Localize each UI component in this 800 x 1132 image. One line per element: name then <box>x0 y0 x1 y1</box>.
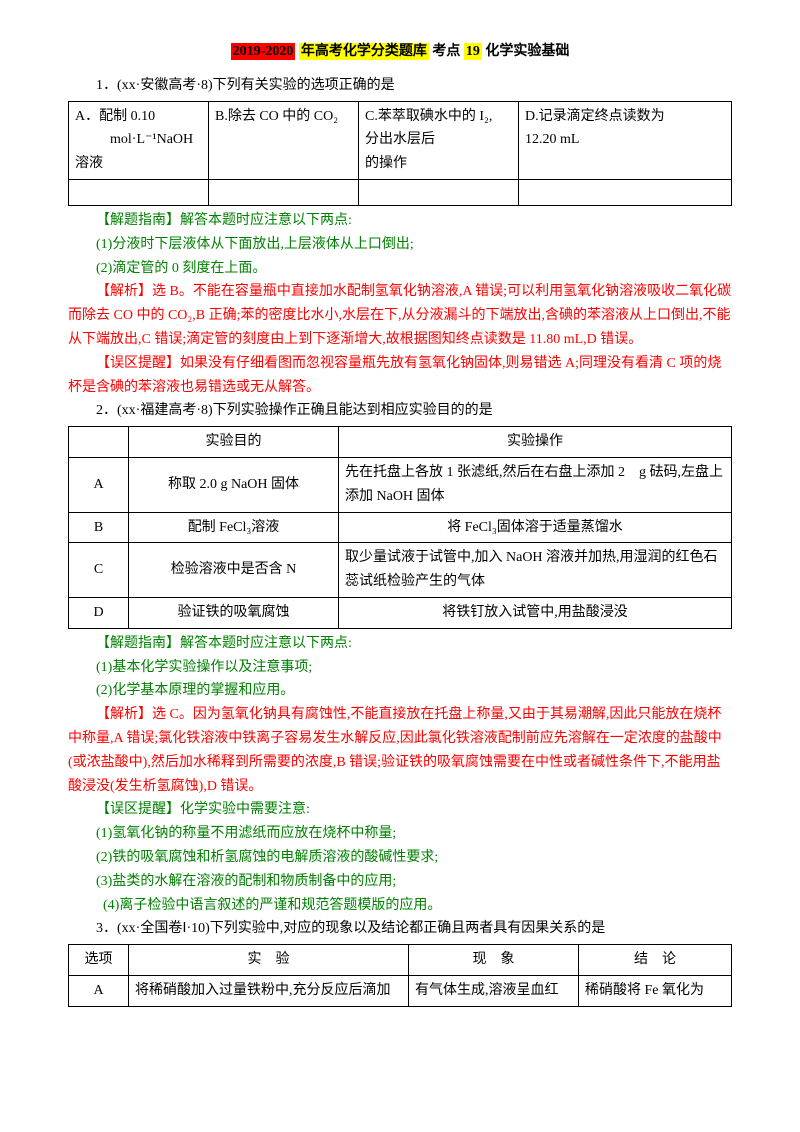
q3-th-phen: 现 象 <box>409 945 579 976</box>
q1-d-line1: D.记录滴定终点读数为 <box>525 105 725 129</box>
q3-rowA-label: A <box>69 975 129 1006</box>
q1-guide1: (1)分液时下层液体从下面放出,上层液体从上口倒出; <box>68 233 732 257</box>
q1-img-b <box>209 179 359 205</box>
q1-d-line2: 12.20 mL <box>525 128 725 152</box>
q3-th-conc: 结 论 <box>579 945 732 976</box>
page-title: 2019-2020 年高考化学分类题库 考点 19 化学实验基础 <box>68 40 732 64</box>
q1-guide2: (2)滴定管的 0 刻度在上面。 <box>68 257 732 281</box>
q1-img-a <box>69 179 209 205</box>
q2-rowB-label: B <box>69 512 129 543</box>
q2-wrong1: (1)氢氧化钠的称量不用滤纸而应放在烧杯中称量; <box>68 822 732 846</box>
q1-analysis: 【解析】选 B。不能在容量瓶中直接加水配制氢氧化钠溶液,A 错误;可以利用氢氧化… <box>68 280 732 351</box>
q1-a-line3: 溶液 <box>75 152 202 176</box>
q3-table: 选项 实 验 现 象 结 论 A 将稀硝酸加入过量铁粉中,充分反应后滴加 有气体… <box>68 944 732 1007</box>
q1-img-c <box>359 179 519 205</box>
q1-table: A．配制 0.10 mol·L⁻¹NaOH 溶液 B.除去 CO 中的 CO₂ … <box>68 101 732 206</box>
q2-rowA-op: 先在托盘上各放 1 张滤纸,然后在右盘上添加 2 g 砝码,左盘上添加 NaOH… <box>339 457 732 512</box>
title-seg1: 2019-2020 <box>231 43 296 60</box>
q1-wrong: 【误区提醒】如果没有仔细看图而忽视容量瓶先放有氢氧化钠固体,则易错选 A;同理没… <box>68 352 732 400</box>
q2-rowA-purpose: 称取 2.0 g NaOH 固体 <box>129 457 339 512</box>
q2-analysis: 【解析】选 C。因为氢氧化钠具有腐蚀性,不能直接放在托盘上称量,又由于其易潮解,… <box>68 703 732 798</box>
title-seg5: 化学实验基础 <box>485 44 569 59</box>
q1-opt-d: D.记录滴定终点读数为 12.20 mL <box>519 101 732 179</box>
q2-th-op: 实验操作 <box>339 427 732 458</box>
q1-c-line1: C.苯萃取碘水中的 I₂, <box>365 105 512 129</box>
q1-stem: 1．(xx·安徽高考·8)下列有关实验的选项正确的是 <box>68 74 732 98</box>
q3-stem: 3．(xx·全国卷Ⅰ·10)下列实验中,对应的现象以及结论都正确且两者具有因果关… <box>68 917 732 941</box>
q2-guide2: (2)化学基本原理的掌握和应用。 <box>68 679 732 703</box>
q2-rowD-label: D <box>69 597 129 628</box>
q1-a-line1: A．配制 0.10 <box>75 105 202 129</box>
q2-guide-head: 【解题指南】解答本题时应注意以下两点: <box>68 632 732 656</box>
q2-rowD-op: 将铁钉放入试管中,用盐酸浸没 <box>339 597 732 628</box>
q1-img-d <box>519 179 732 205</box>
q2-th-purpose: 实验目的 <box>129 427 339 458</box>
q1-opt-a: A．配制 0.10 mol·L⁻¹NaOH 溶液 <box>69 101 209 179</box>
q2-wrong2: (2)铁的吸氧腐蚀和析氢腐蚀的电解质溶液的酸碱性要求; <box>68 846 732 870</box>
q2-th-blank <box>69 427 129 458</box>
q2-rowC-label: C <box>69 543 129 598</box>
q1-opt-c: C.苯萃取碘水中的 I₂, 分出水层后 的操作 <box>359 101 519 179</box>
q1-c-line2: 分出水层后 <box>365 128 512 152</box>
q2-rowC-purpose: 检验溶液中是否含 N <box>129 543 339 598</box>
q3-rowA-phen: 有气体生成,溶液呈血红 <box>409 975 579 1006</box>
q2-wrong4: (4)离子检验中语言叙述的严谨和规范答题模版的应用。 <box>68 894 732 918</box>
title-seg2: 年高考化学分类题库 <box>299 43 429 60</box>
q2-rowD-purpose: 验证铁的吸氧腐蚀 <box>129 597 339 628</box>
q1-opt-b: B.除去 CO 中的 CO₂ <box>209 101 359 179</box>
q3-th-opt: 选项 <box>69 945 129 976</box>
title-seg3: 考点 <box>432 44 460 59</box>
q3-th-exp: 实 验 <box>129 945 409 976</box>
q1-c-line3: 的操作 <box>365 152 512 176</box>
q1-a-line2: mol·L⁻¹NaOH <box>75 128 202 152</box>
q2-rowA-label: A <box>69 457 129 512</box>
q2-wrong3: (3)盐类的水解在溶液的配制和物质制备中的应用; <box>68 870 732 894</box>
q3-rowA-conc: 稀硝酸将 Fe 氧化为 <box>579 975 732 1006</box>
q2-wrong-head: 【误区提醒】化学实验中需要注意: <box>68 798 732 822</box>
q2-rowB-op: 将 FeCl₃固体溶于适量蒸馏水 <box>339 512 732 543</box>
q2-rowC-op: 取少量试液于试管中,加入 NaOH 溶液并加热,用湿润的红色石蕊试纸检验产生的气… <box>339 543 732 598</box>
q2-stem: 2．(xx·福建高考·8)下列实验操作正确且能达到相应实验目的的是 <box>68 399 732 423</box>
q2-rowB-purpose: 配制 FeCl₃溶液 <box>129 512 339 543</box>
title-seg4: 19 <box>464 43 482 60</box>
q2-guide1: (1)基本化学实验操作以及注意事项; <box>68 656 732 680</box>
q1-guide-head: 【解题指南】解答本题时应注意以下两点: <box>68 209 732 233</box>
q2-table: 实验目的 实验操作 A 称取 2.0 g NaOH 固体 先在托盘上各放 1 张… <box>68 426 732 629</box>
q3-rowA-exp: 将稀硝酸加入过量铁粉中,充分反应后滴加 <box>129 975 409 1006</box>
